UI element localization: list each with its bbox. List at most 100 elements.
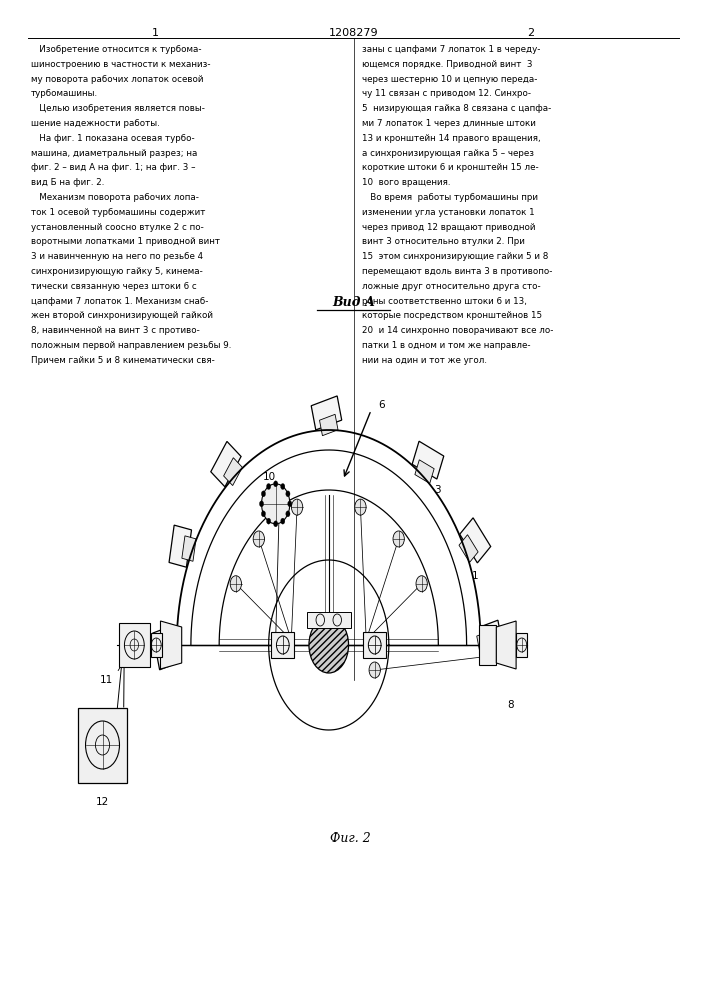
Text: машина, диаметральный разрез; на: машина, диаметральный разрез; на	[31, 149, 197, 158]
Bar	[363, 632, 386, 658]
Bar	[119, 623, 150, 667]
Text: 3: 3	[435, 485, 441, 495]
Circle shape	[267, 518, 271, 524]
Text: 20  и 14 синхронно поворачивают все ло-: 20 и 14 синхронно поворачивают все ло-	[362, 326, 554, 335]
Circle shape	[286, 491, 290, 497]
Text: вид Б на фиг. 2.: вид Б на фиг. 2.	[31, 178, 105, 187]
Circle shape	[262, 491, 266, 497]
Circle shape	[262, 511, 266, 517]
Bar	[151, 633, 162, 657]
Circle shape	[230, 576, 242, 592]
Text: 10  вого вращения.: 10 вого вращения.	[362, 178, 450, 187]
Text: На фиг. 1 показана осевая турбо-: На фиг. 1 показана осевая турбо-	[31, 134, 194, 143]
Text: Целью изобретения является повы-: Целью изобретения является повы-	[31, 104, 205, 113]
Bar	[481, 620, 505, 663]
Text: заны с цапфами 7 лопаток 1 в череду-: заны с цапфами 7 лопаток 1 в череду-	[362, 45, 540, 54]
Text: 5  низирующая гайка 8 связана с цапфа-: 5 низирующая гайка 8 связана с цапфа-	[362, 104, 551, 113]
Text: му поворота рабочих лопаток осевой: му поворота рабочих лопаток осевой	[31, 75, 204, 84]
Bar	[271, 632, 294, 658]
Text: 1208279: 1208279	[329, 28, 378, 38]
Text: 13 и кронштейн 14 правого вращения,: 13 и кронштейн 14 правого вращения,	[362, 134, 541, 143]
Text: 12: 12	[96, 797, 109, 807]
Text: роны соответственно штоки 6 и 13,: роны соответственно штоки 6 и 13,	[362, 297, 527, 306]
Text: винт 3 относительно втулки 2. При: винт 3 относительно втулки 2. При	[362, 237, 525, 246]
Text: 8: 8	[507, 700, 514, 710]
Text: Механизм поворота рабочих лопа-: Механизм поворота рабочих лопа-	[31, 193, 199, 202]
Text: а синхронизирующая гайка 5 – через: а синхронизирующая гайка 5 – через	[362, 149, 534, 158]
Bar	[169, 525, 192, 567]
Circle shape	[281, 483, 285, 489]
Circle shape	[253, 531, 264, 547]
Polygon shape	[160, 621, 182, 669]
Circle shape	[274, 521, 278, 527]
Text: 1: 1	[472, 571, 479, 581]
Bar	[153, 627, 177, 670]
Text: патки 1 в одном и том же направле-: патки 1 в одном и том же направле-	[362, 341, 530, 350]
Text: ложные друг относительно друга сто-: ложные друг относительно друга сто-	[362, 282, 541, 291]
Text: 8, навинченной на винт 3 с противо-: 8, навинченной на винт 3 с противо-	[31, 326, 200, 335]
Text: жен второй синхронизирующей гайкой: жен второй синхронизирующей гайкой	[31, 311, 213, 320]
Text: 1: 1	[152, 28, 159, 38]
Circle shape	[281, 518, 285, 524]
Text: перемещают вдоль винта 3 в противопо-: перемещают вдоль винта 3 в противопо-	[362, 267, 552, 276]
Bar	[415, 460, 434, 483]
Bar	[516, 633, 527, 657]
Text: фиг. 2 – вид А на фиг. 1; на фиг. 3 –: фиг. 2 – вид А на фиг. 1; на фиг. 3 –	[31, 163, 196, 172]
Text: ми 7 лопаток 1 через длинные штоки: ми 7 лопаток 1 через длинные штоки	[362, 119, 536, 128]
Text: ток 1 осевой турбомашины содержит: ток 1 осевой турбомашины содержит	[31, 208, 206, 217]
Bar	[320, 414, 338, 436]
Bar	[479, 625, 496, 665]
Text: чу 11 связан с приводом 12. Синхро-: чу 11 связан с приводом 12. Синхро-	[362, 89, 531, 98]
Text: 15  этом синхронизирующие гайки 5 и 8: 15 этом синхронизирующие гайки 5 и 8	[362, 252, 549, 261]
Text: через привод 12 вращают приводной: через привод 12 вращают приводной	[362, 223, 535, 232]
Bar	[182, 536, 196, 561]
Text: 3 и навинченную на него по резьбе 4: 3 и навинченную на него по резьбе 4	[31, 252, 203, 261]
Text: которые посредством кронштейнов 15: которые посредством кронштейнов 15	[362, 311, 542, 320]
Text: 6: 6	[378, 400, 385, 410]
Text: шение надежности работы.: шение надежности работы.	[31, 119, 160, 128]
Bar	[477, 632, 492, 658]
Text: 11: 11	[100, 675, 113, 685]
Circle shape	[393, 531, 404, 547]
Circle shape	[288, 501, 292, 507]
Text: Фиг. 2: Фиг. 2	[329, 832, 370, 845]
Text: короткие штоки 6 и кронштейн 15 ле-: короткие штоки 6 и кронштейн 15 ле-	[362, 163, 539, 172]
Circle shape	[274, 481, 278, 487]
Circle shape	[369, 662, 380, 678]
Text: положным первой направлением резьбы 9.: положным первой направлением резьбы 9.	[31, 341, 231, 350]
Text: 10: 10	[262, 472, 276, 482]
Polygon shape	[496, 621, 516, 669]
Bar	[412, 441, 444, 479]
Circle shape	[286, 511, 290, 517]
Text: турбомашины.: турбомашины.	[31, 89, 98, 98]
Text: воротными лопатками 1 приводной винт: воротными лопатками 1 приводной винт	[31, 237, 220, 246]
Circle shape	[262, 484, 290, 524]
Bar	[223, 458, 243, 486]
Bar	[165, 632, 181, 658]
Text: ющемся порядке. Приводной винт  3: ющемся порядке. Приводной винт 3	[362, 60, 532, 69]
Circle shape	[259, 501, 264, 507]
Text: шиностроению в частности к механиз-: шиностроению в частности к механиз-	[31, 60, 211, 69]
Text: установленный соосно втулке 2 с по-: установленный соосно втулке 2 с по-	[31, 223, 204, 232]
Text: через шестерню 10 и цепную переда-: через шестерню 10 и цепную переда-	[362, 75, 537, 84]
Text: изменении угла установки лопаток 1: изменении угла установки лопаток 1	[362, 208, 534, 217]
Bar	[311, 396, 341, 430]
Circle shape	[267, 483, 271, 489]
Bar	[460, 518, 491, 563]
Circle shape	[416, 576, 427, 592]
Text: Причем гайки 5 и 8 кинематически свя-: Причем гайки 5 и 8 кинематически свя-	[31, 356, 215, 365]
Circle shape	[291, 499, 303, 515]
Bar	[459, 535, 478, 562]
Bar	[211, 441, 241, 487]
Text: тически связанную через штоки 6 с: тически связанную через штоки 6 с	[31, 282, 197, 291]
Bar	[78, 708, 127, 783]
Text: цапфами 7 лопаток 1. Механизм снаб-: цапфами 7 лопаток 1. Механизм снаб-	[31, 297, 209, 306]
Text: синхронизирующую гайку 5, кинема-: синхронизирующую гайку 5, кинема-	[31, 267, 203, 276]
Text: 2: 2	[527, 28, 534, 38]
Text: Во время  работы турбомашины при: Во время работы турбомашины при	[362, 193, 538, 202]
Text: нии на один и тот же угол.: нии на один и тот же угол.	[362, 356, 487, 365]
Text: Изобретение относится к турбома-: Изобретение относится к турбома-	[31, 45, 201, 54]
Text: Вид А: Вид А	[332, 296, 375, 309]
Circle shape	[309, 617, 349, 673]
Bar	[307, 612, 351, 628]
